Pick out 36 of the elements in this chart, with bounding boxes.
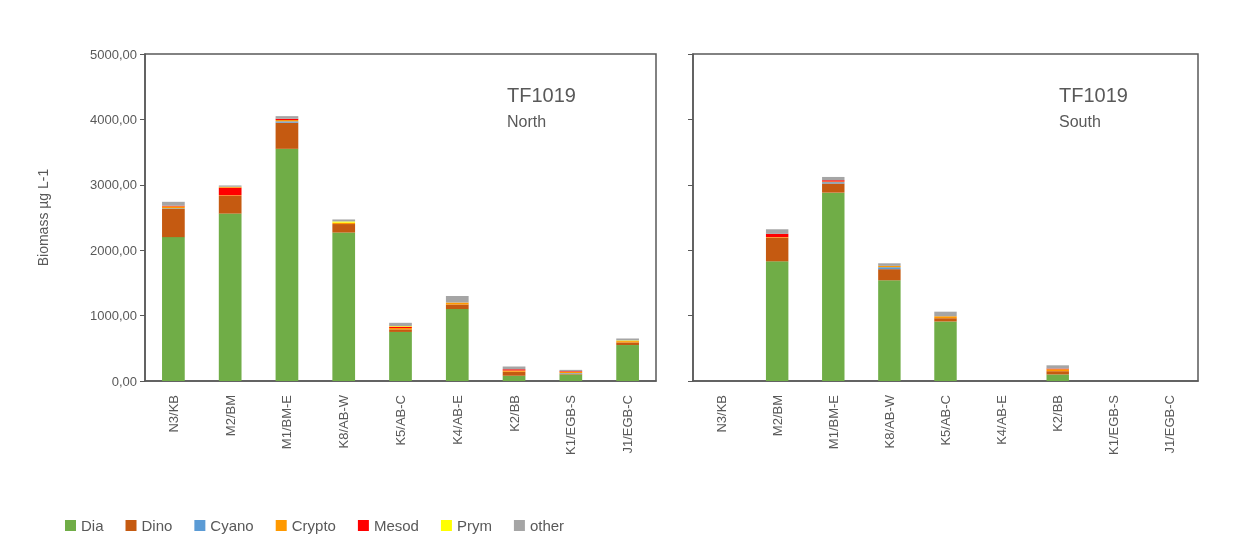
y-tick-label: 2000,00: [90, 242, 137, 258]
x-tick-label: K1/EGB-S: [563, 394, 579, 455]
y-tick-label: 4000,00: [90, 111, 137, 127]
x-tick-label: K2/BB: [1050, 395, 1066, 432]
y-tick-label: 0,00: [111, 373, 137, 389]
x-tick-label: K5/AB-C: [938, 395, 953, 446]
x-tick-label: M2/BM: [769, 395, 785, 437]
y-tick-label: 5000,00: [90, 46, 137, 62]
x-tick-label: N3/KB: [713, 395, 729, 433]
x-tick-label: K1/EGB-S: [1106, 394, 1122, 455]
x-tick-label: M1/BM-E: [825, 394, 841, 450]
y-tick-label: 3000,00: [90, 177, 137, 193]
x-tick-label: J1/EGB-C: [1162, 395, 1178, 454]
text: South: [1059, 112, 1101, 130]
legend-label: Dino: [141, 517, 173, 534]
legend-label: other: [529, 517, 565, 534]
x-tick-label: K4/AB-E: [449, 394, 465, 445]
text: TF1019: [507, 84, 576, 106]
x-tick-label: K8/AB-W: [881, 394, 897, 449]
legend-label: Prym: [456, 517, 492, 534]
legend-label: Cyano: [210, 517, 254, 534]
x-tick-label: K2/BB: [506, 395, 522, 432]
text: TF1019: [1059, 84, 1128, 106]
x-tick-label: K8/AB-W: [336, 394, 352, 449]
x-tick-label: N3/KB: [165, 395, 181, 433]
y-tick-label: 1000,00: [90, 308, 137, 324]
text: North: [507, 112, 547, 130]
y-axis-title: Biomass µg L-1: [35, 168, 51, 267]
x-tick-label: K5/AB-C: [393, 395, 408, 446]
legend-label: Mesod: [373, 517, 419, 534]
x-tick-label: K4/AB-E: [994, 394, 1010, 445]
legend-label: Dia: [81, 517, 105, 534]
legend-label: Crypto: [291, 517, 336, 534]
x-tick-label: J1/EGB-C: [620, 395, 636, 454]
x-tick-label: M1/BM-E: [279, 394, 295, 450]
x-tick-label: M2/BM: [222, 395, 238, 437]
